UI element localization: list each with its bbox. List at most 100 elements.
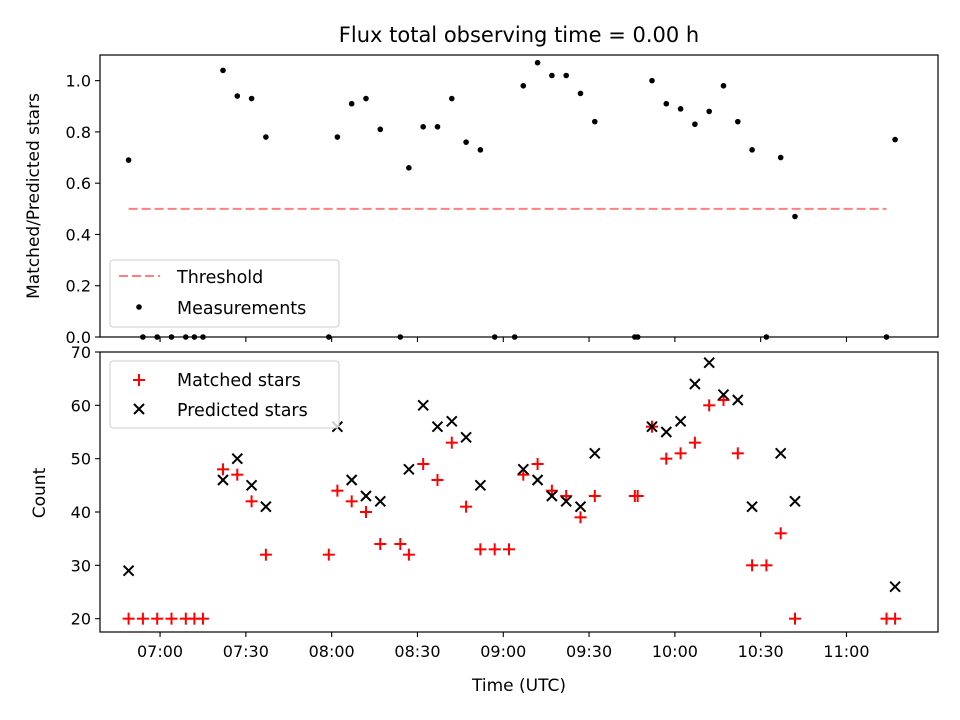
legend-predicted-swatch (133, 403, 145, 415)
matched-star-point (374, 538, 387, 550)
legend-measurements-swatch (136, 304, 142, 310)
legend-measurements-label: Measurements (177, 299, 306, 319)
predicted-star-point (674, 415, 687, 428)
predicted-star-point (531, 474, 544, 486)
predicted-star-point (245, 479, 258, 492)
measurement-point (463, 139, 469, 145)
predicted-star-point (746, 500, 758, 513)
matched-star-point (588, 490, 601, 502)
measurement-point (511, 334, 518, 340)
matched-star-point (445, 436, 458, 449)
predicted-star-point (403, 463, 415, 476)
measurement-point (577, 90, 584, 97)
measurement-point (720, 82, 727, 89)
x-tick-label: 10:00 (652, 642, 698, 661)
predicted-star-x-b (746, 500, 758, 513)
measurement-point (125, 157, 132, 163)
predicted-star-point (460, 431, 472, 444)
predicted-star-point (217, 474, 229, 486)
predicted-star-x-b (589, 447, 601, 460)
matched-star-point (359, 506, 372, 518)
predicted-star-x-b (646, 420, 658, 433)
predicted-star-point (589, 447, 601, 460)
matched-star-point (231, 468, 244, 481)
predicted-star-x-b (360, 490, 372, 502)
measurement-point (649, 77, 655, 84)
measurement-point (248, 95, 255, 102)
measurement-point (634, 334, 641, 340)
predicted-star-x-b (689, 378, 701, 390)
matched-star-point (774, 527, 787, 540)
predicted-star-x-b (474, 479, 487, 492)
count-plot-frame (99, 351, 939, 633)
predicted-star-x-b (460, 431, 472, 444)
ratio-y-tick-label: 0.4 (66, 225, 91, 244)
predicted-star-x-b (446, 415, 458, 428)
measurement-point (777, 154, 784, 161)
measurement-point (448, 95, 455, 102)
x-tick-label: 07:00 (137, 642, 183, 661)
predicted-star-x-b (889, 580, 901, 593)
matched-star-point (488, 543, 501, 556)
measurement-point (883, 334, 890, 340)
predicted-star-x-b (774, 447, 787, 460)
count-y-axis-label: Count (30, 467, 50, 518)
count-panel: 20 30 40 50 60 70 07:00 07:30 08:00 08:30 09:00 09… (30, 343, 939, 696)
predicted-star-point (560, 495, 572, 508)
predicted-star-point (717, 388, 730, 401)
measurement-point (191, 334, 198, 340)
matched-star-point (502, 543, 515, 556)
measurement-point (334, 134, 341, 140)
measurement-point (183, 334, 189, 340)
predicted-star-point (732, 394, 744, 406)
predicted-star-x-b (732, 394, 744, 406)
measurement-point (168, 334, 175, 340)
predicted-star-x-b (546, 490, 558, 502)
ratio-y-tick-label: 0.6 (66, 174, 91, 193)
matched-star-point (688, 436, 701, 449)
measurement-point (348, 100, 355, 107)
measurement-point (692, 121, 698, 128)
predicted-star-x-b (217, 474, 229, 486)
measurement-point (434, 123, 441, 130)
matched-star-point (889, 612, 902, 625)
matched-star-point (331, 484, 344, 497)
predicted-star-x-b (717, 388, 730, 401)
measurement-point (326, 334, 332, 340)
measurement-point (220, 67, 226, 74)
matched-star-point (122, 612, 135, 625)
matched-star-point (345, 495, 358, 508)
measurement-point (734, 118, 741, 125)
matched-star-point (746, 559, 759, 572)
measurement-point (549, 72, 555, 79)
measurement-point (534, 59, 541, 66)
count-y-tick-label: 50 (71, 450, 91, 469)
predicted-star-x-b (560, 495, 572, 508)
predicted-star-x-b (574, 500, 587, 513)
matched-star-point (136, 612, 149, 625)
measurement-point (591, 118, 598, 125)
legend-predicted-label: Predicted stars (177, 401, 308, 421)
predicted-star-x-b (417, 399, 429, 412)
matched-star-point (460, 500, 473, 513)
predicted-star-point (703, 356, 715, 369)
x-tick-label: 09:30 (566, 642, 612, 661)
predicted-star-x-b (345, 474, 358, 486)
predicted-star-point (546, 490, 558, 502)
predicted-star-point (260, 500, 272, 513)
matched-star-point (245, 495, 258, 508)
predicted-star-point (374, 495, 386, 508)
measurement-point (706, 108, 712, 115)
predicted-star-point (474, 479, 487, 492)
predicted-star-x-b (231, 452, 243, 465)
x-tick-label: 08:00 (309, 642, 355, 661)
matched-star-point (531, 458, 544, 470)
matched-star-point (660, 452, 673, 465)
measurement-point (520, 82, 527, 89)
matched-star-point (731, 447, 744, 460)
predicted-star-x-b (374, 495, 386, 508)
measurement-point (140, 334, 146, 340)
matched-star-point (674, 447, 687, 460)
measurement-point (749, 147, 755, 153)
